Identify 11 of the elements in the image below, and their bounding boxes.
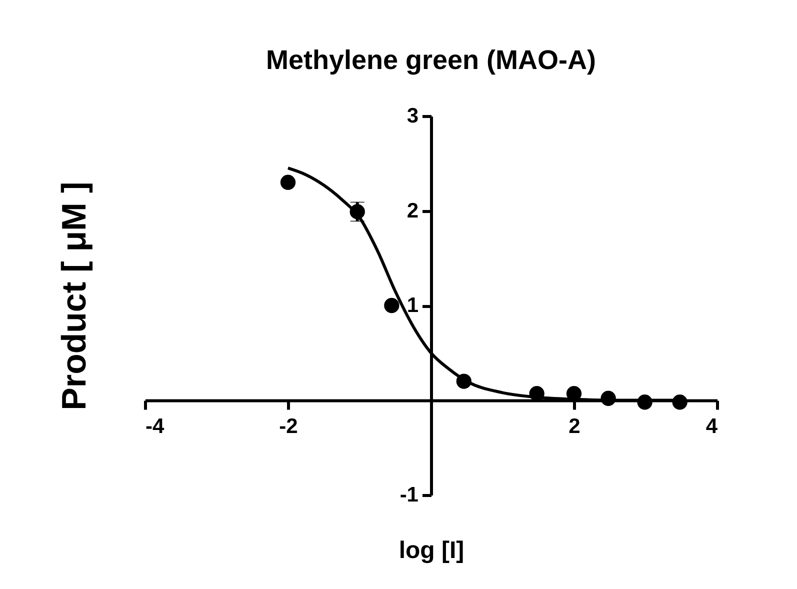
y-tick-label: 1 (406, 294, 419, 317)
chart-title: Methylene green (MAO-A) (266, 45, 596, 75)
y-tick-label: -1 (400, 484, 419, 506)
y-axis-title: Product [ μM ] (56, 182, 94, 410)
y-tick-label: 2 (406, 199, 418, 222)
x-tick-label: -2 (279, 414, 298, 438)
x-tick-label: 2 (568, 414, 580, 438)
x-tick-label: 4 (706, 414, 718, 438)
x-tick-label: -4 (146, 414, 164, 438)
y-tick-label: 3 (406, 104, 418, 128)
x-axis-title: log [I] (398, 536, 464, 564)
